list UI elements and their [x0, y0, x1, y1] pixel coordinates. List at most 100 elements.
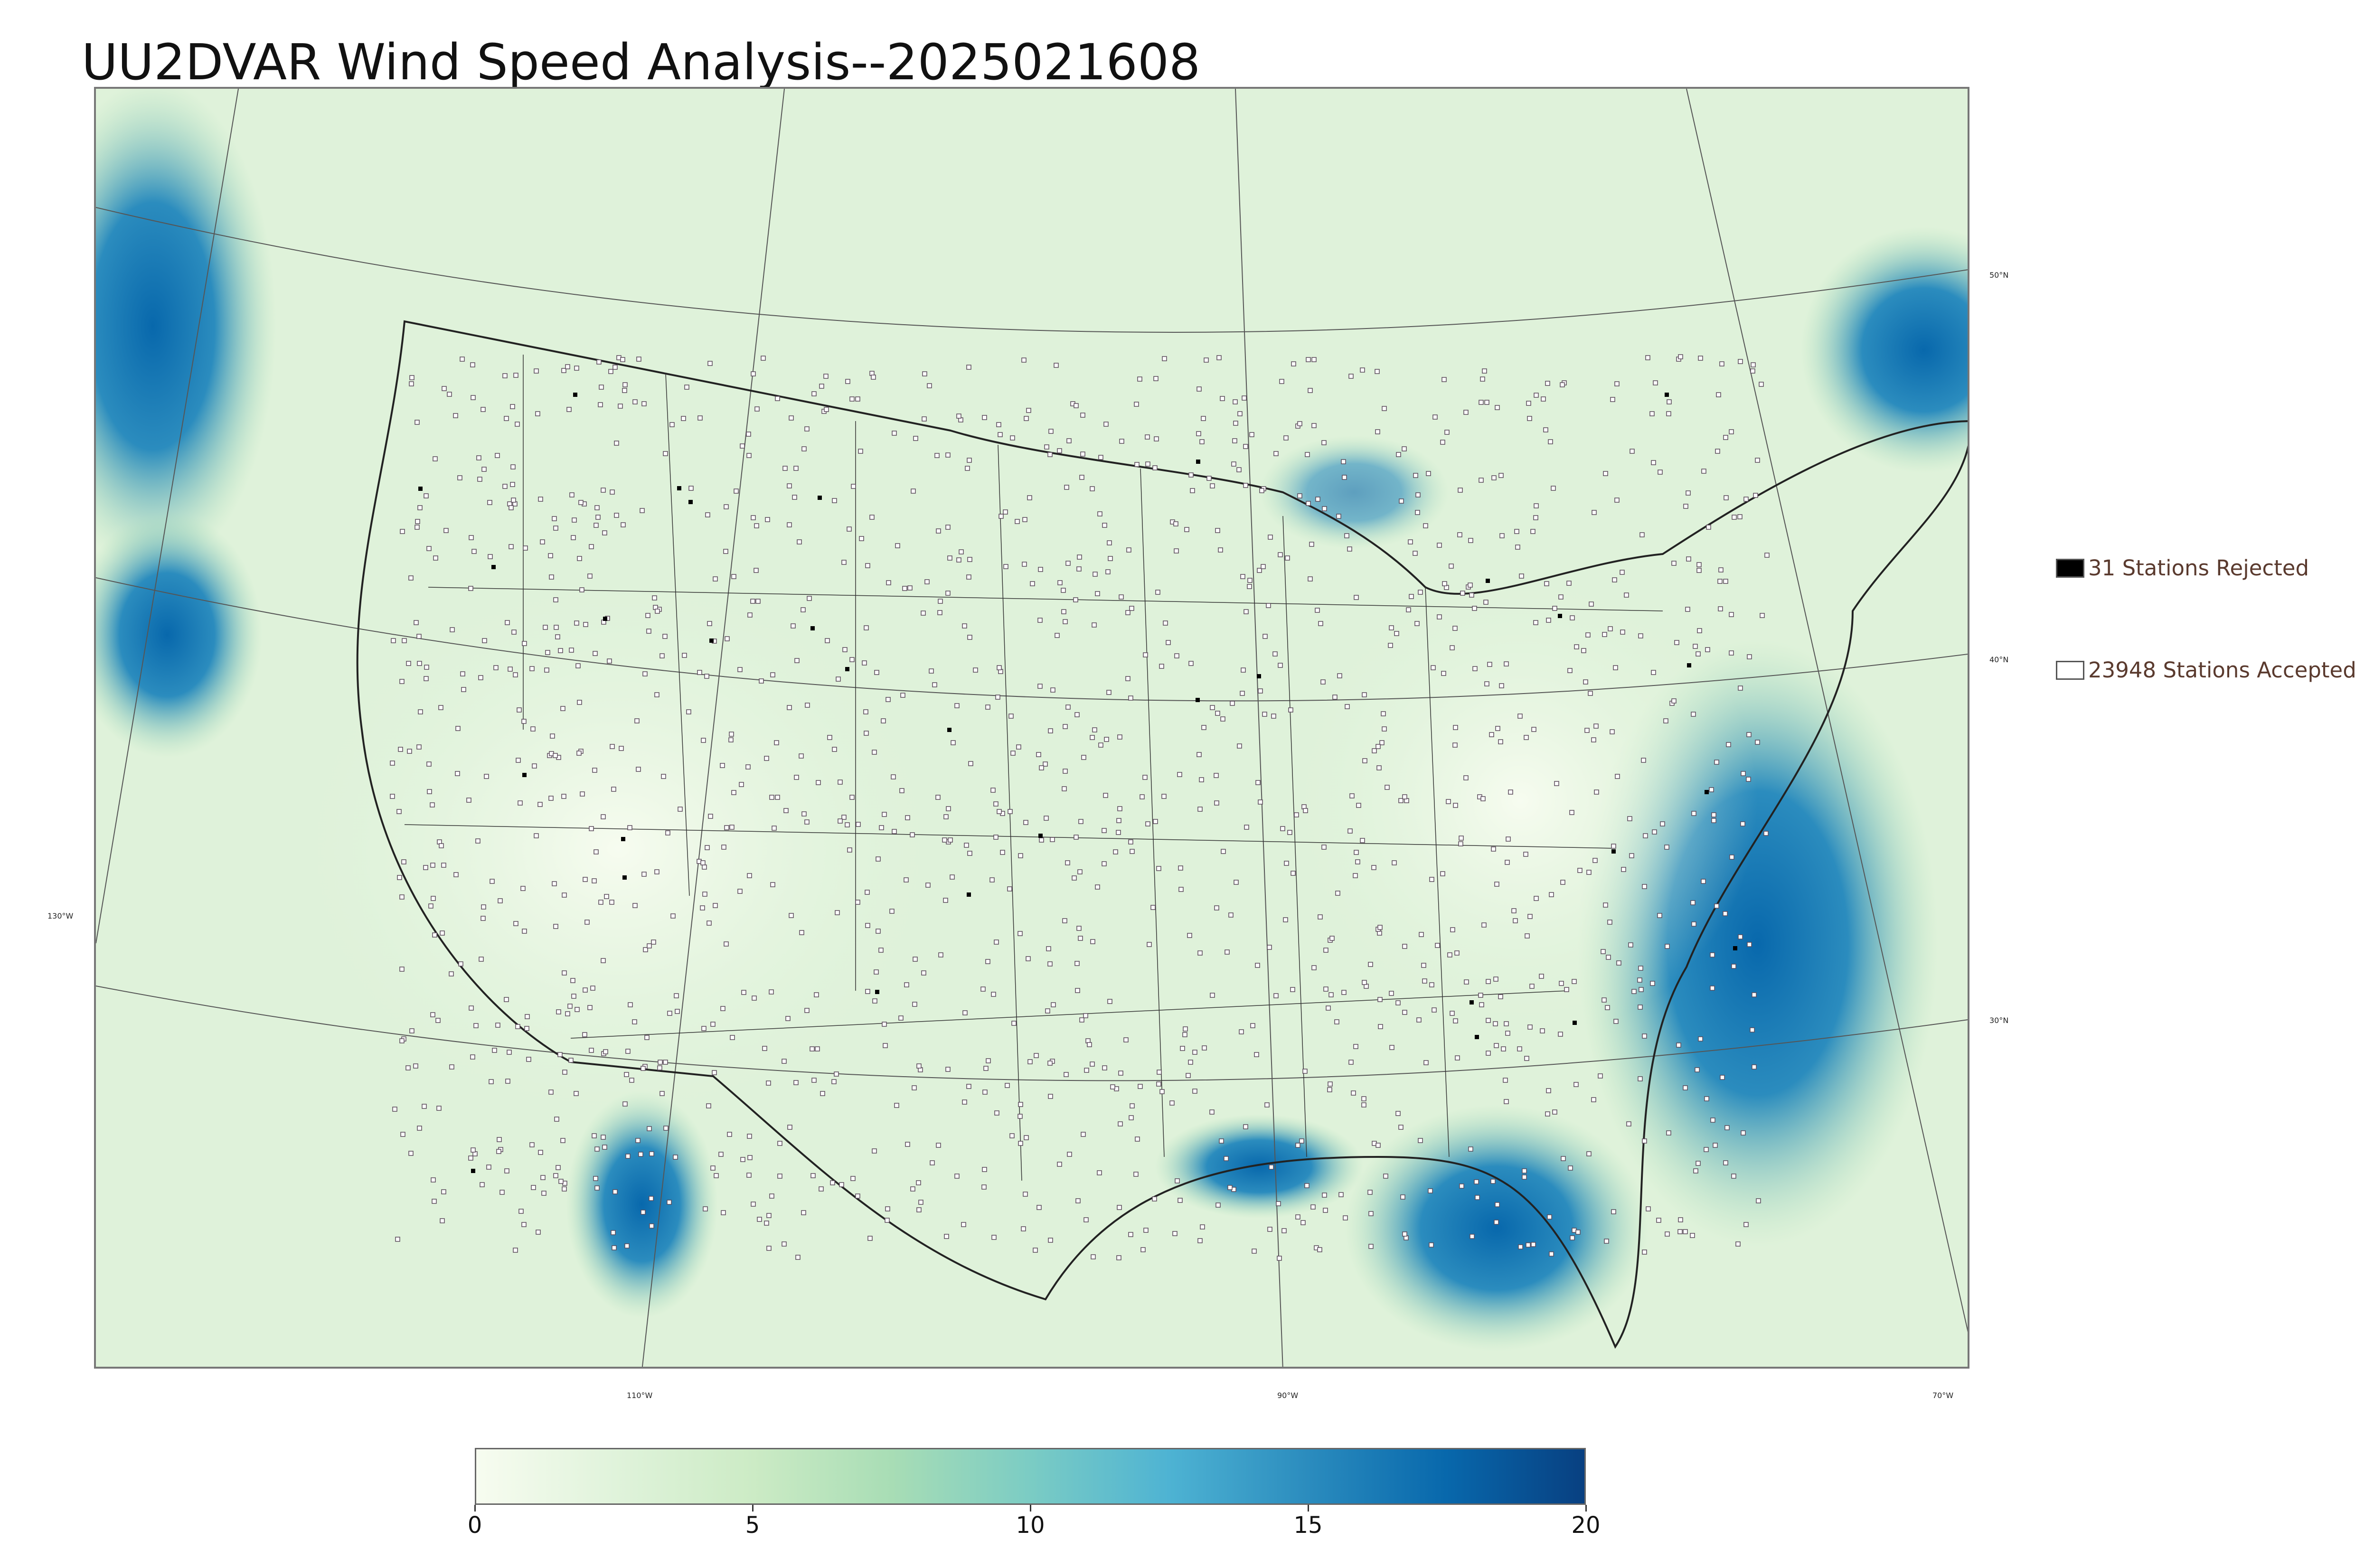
station-accepted-marker: [1534, 503, 1539, 508]
station-accepted-marker: [1652, 829, 1657, 835]
station-accepted-marker: [1574, 644, 1579, 649]
station-accepted-marker: [729, 732, 734, 737]
station-accepted-marker: [1729, 429, 1734, 434]
station-accepted-marker: [1569, 810, 1574, 815]
station-accepted-marker: [900, 693, 905, 698]
station-accepted-marker: [1309, 542, 1314, 547]
station-accepted-marker: [433, 456, 438, 461]
station-accepted-marker: [1147, 942, 1152, 947]
station-accepted-marker: [945, 525, 951, 530]
station-accepted-marker: [1036, 752, 1041, 757]
station-accepted-marker: [424, 665, 429, 670]
station-accepted-marker: [741, 990, 746, 995]
station-accepted-marker: [1614, 498, 1620, 503]
station-accepted-marker: [1220, 396, 1225, 401]
station-accepted-marker: [1362, 692, 1367, 697]
station-accepted-marker: [1696, 651, 1701, 657]
station-accepted-marker: [601, 488, 606, 493]
station-rejected-marker: [573, 393, 577, 397]
station-accepted-marker: [658, 1060, 663, 1065]
station-accepted-marker: [1378, 1024, 1383, 1029]
station-accepted-marker: [849, 396, 855, 402]
station-accepted-marker: [1076, 926, 1082, 931]
station-accepted-marker: [876, 856, 881, 862]
station-accepted-marker: [1422, 978, 1427, 984]
station-accepted-marker: [1494, 1220, 1499, 1225]
station-accepted-marker: [1209, 1109, 1215, 1115]
station-accepted-marker: [558, 648, 563, 653]
station-accepted-marker: [1693, 1168, 1698, 1174]
station-accepted-marker: [1083, 1013, 1088, 1018]
station-accepted-marker: [1371, 865, 1376, 870]
station-accepted-marker: [440, 930, 445, 936]
station-accepted-marker: [1311, 965, 1317, 970]
station-accepted-marker: [1505, 860, 1510, 865]
station-accepted-marker: [1377, 997, 1383, 1002]
station-accepted-marker: [811, 1078, 817, 1083]
station-accepted-marker: [1592, 858, 1598, 863]
station-accepted-marker: [1495, 726, 1500, 731]
station-accepted-marker: [1459, 1183, 1464, 1189]
station-accepted-marker: [486, 1164, 491, 1170]
station-accepted-marker: [793, 1080, 799, 1085]
station-accepted-marker: [601, 1135, 606, 1140]
station-accepted-marker: [1639, 987, 1644, 992]
station-accepted-marker: [575, 1007, 580, 1012]
station-accepted-marker: [1050, 687, 1055, 693]
station-accepted-marker: [473, 1023, 479, 1028]
station-accepted-marker: [489, 1079, 494, 1084]
station-rejected-marker: [688, 500, 693, 504]
station-accepted-marker: [649, 1151, 654, 1156]
station-accepted-marker: [1273, 993, 1279, 998]
station-accepted-marker: [428, 903, 433, 909]
station-accepted-marker: [1204, 357, 1209, 363]
station-accepted-marker: [1611, 1209, 1616, 1214]
station-rejected-marker: [1705, 790, 1709, 794]
station-accepted-marker: [1335, 891, 1340, 896]
station-accepted-marker: [714, 1173, 719, 1178]
station-accepted-marker: [1284, 861, 1289, 866]
station-accepted-marker: [874, 670, 879, 675]
station-accepted-marker: [1128, 695, 1133, 701]
station-accepted-marker: [872, 1148, 877, 1154]
station-accepted-marker: [1237, 743, 1242, 749]
station-accepted-marker: [895, 543, 900, 548]
station-accepted-marker: [1457, 532, 1462, 537]
station-accepted-marker: [1653, 380, 1658, 385]
station-accepted-marker: [1188, 1060, 1193, 1065]
station-accepted-marker: [673, 1155, 678, 1160]
station-accepted-marker: [1215, 528, 1220, 533]
station-accepted-marker: [1612, 577, 1617, 582]
colorbar-tickmark: [1585, 1505, 1587, 1512]
station-accepted-marker: [799, 930, 804, 935]
station-accepted-marker: [1126, 547, 1131, 553]
station-accepted-marker: [1455, 1055, 1460, 1061]
station-accepted-marker: [1051, 1002, 1056, 1007]
station-accepted-marker: [1566, 581, 1572, 586]
station-accepted-marker: [1057, 580, 1063, 585]
station-accepted-marker: [1484, 681, 1489, 686]
station-accepted-marker: [1102, 828, 1107, 833]
station-accepted-marker: [510, 404, 515, 409]
station-accepted-marker: [1499, 533, 1505, 538]
station-accepted-marker: [985, 704, 990, 710]
station-accepted-marker: [1389, 991, 1394, 996]
station-accepted-marker: [433, 555, 438, 561]
station-accepted-marker: [1441, 377, 1447, 382]
station-accepted-marker: [1501, 1046, 1506, 1052]
station-accepted-marker: [408, 575, 414, 581]
station-accepted-marker: [674, 993, 679, 998]
station-accepted-marker: [1295, 1143, 1300, 1148]
station-accepted-marker: [1163, 620, 1168, 626]
station-accepted-marker: [1215, 711, 1220, 716]
station-accepted-marker: [659, 653, 665, 658]
station-accepted-marker: [935, 795, 941, 800]
station-accepted-marker: [962, 623, 967, 629]
station-accepted-marker: [731, 574, 736, 579]
station-accepted-marker: [1413, 473, 1418, 478]
station-accepted-marker: [1334, 1019, 1339, 1024]
station-accepted-marker: [522, 641, 527, 646]
station-accepted-marker: [1117, 734, 1122, 740]
station-accepted-marker: [1608, 626, 1613, 631]
station-rejected-marker: [603, 617, 607, 621]
